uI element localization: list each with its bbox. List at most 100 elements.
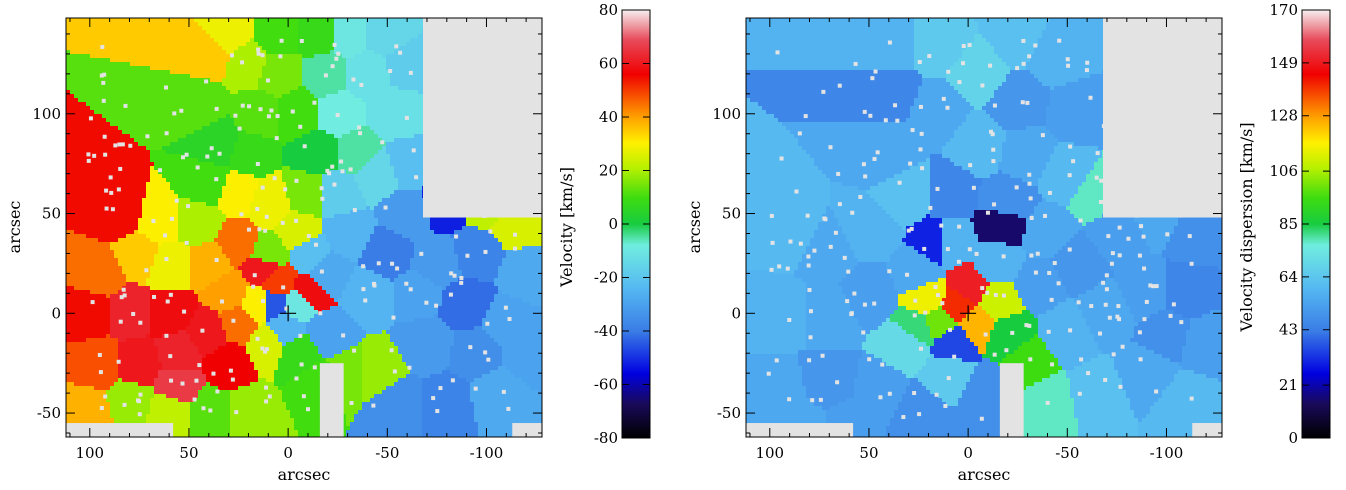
map-pixel	[74, 158, 79, 163]
map-pixel	[218, 334, 223, 339]
map-pixel	[198, 266, 203, 271]
map-pixel	[138, 246, 143, 251]
map-pixel	[238, 230, 243, 235]
map-pixel	[122, 146, 127, 151]
map-pixel	[154, 142, 159, 147]
map-pixel	[102, 286, 107, 291]
map-pixel	[142, 126, 147, 131]
map-pixel	[146, 246, 151, 251]
map-pixel	[122, 226, 127, 231]
map-pixel	[142, 114, 147, 119]
map-pixel	[214, 118, 219, 123]
map-pixel	[106, 334, 111, 339]
map-pixel	[114, 66, 119, 71]
map-pixel	[94, 358, 99, 363]
map-pixel	[238, 366, 243, 371]
map-pixel	[206, 382, 211, 387]
map-pixel	[178, 250, 183, 255]
map-pixel	[246, 110, 251, 115]
map-pixel	[242, 214, 247, 219]
map-pixel	[194, 246, 199, 251]
map-pixel	[222, 406, 227, 411]
map-pixel	[82, 246, 87, 251]
map-pixel	[250, 262, 255, 267]
map-pixel	[186, 238, 191, 243]
map-pixel	[74, 86, 79, 91]
map-pixel	[182, 174, 187, 179]
map-pixel	[242, 326, 247, 331]
map-pixel	[138, 286, 143, 291]
map-pixel	[186, 326, 191, 331]
map-pixel	[66, 50, 71, 55]
map-pixel	[202, 430, 207, 435]
map-pixel	[174, 222, 179, 227]
map-pixel	[134, 174, 139, 179]
map-pixel	[238, 82, 243, 87]
map-pixel	[214, 182, 219, 187]
map-pixel	[74, 314, 79, 319]
map-pixel	[66, 70, 71, 75]
map-pixel	[70, 90, 75, 95]
map-pixel	[110, 38, 115, 43]
map-pixel	[162, 394, 167, 399]
map-pixel	[122, 118, 127, 123]
map-pixel	[190, 350, 195, 355]
map-pixel	[206, 362, 211, 367]
map-pixel	[114, 414, 119, 419]
map-pixel	[114, 286, 119, 291]
map-pixel	[66, 174, 71, 179]
map-pixel	[106, 118, 111, 123]
map-pixel	[182, 346, 187, 351]
map-pixel	[178, 134, 183, 139]
map-pixel	[122, 174, 127, 179]
map-pixel	[118, 162, 123, 167]
map-pixel	[78, 306, 83, 311]
map-pixel	[146, 406, 151, 411]
map-pixel	[170, 158, 175, 163]
map-pixel	[134, 134, 139, 139]
map-pixel	[246, 122, 251, 127]
map-pixel	[146, 214, 151, 219]
map-pixel	[170, 34, 175, 39]
map-pixel	[94, 126, 99, 131]
map-pixel	[130, 106, 135, 111]
map-pixel	[190, 226, 195, 231]
map-pixel	[186, 190, 191, 195]
map-pixel	[178, 246, 183, 251]
map-pixel	[254, 30, 259, 35]
map-pixel	[86, 214, 91, 219]
map-pixel	[170, 254, 175, 259]
map-pixel	[214, 114, 219, 119]
map-pixel	[166, 394, 171, 399]
map-pixel	[166, 382, 171, 387]
map-pixel	[166, 414, 171, 419]
map-pixel	[98, 358, 103, 363]
map-pixel	[202, 246, 207, 251]
map-pixel	[110, 230, 115, 235]
map-pixel	[138, 418, 143, 423]
map-pixel	[230, 154, 235, 159]
map-pixel	[122, 410, 127, 415]
map-pixel	[82, 194, 87, 199]
map-pixel	[186, 158, 191, 163]
map-pixel	[154, 202, 159, 207]
map-pixel	[82, 62, 87, 67]
map-pixel	[226, 430, 231, 435]
map-pixel	[250, 150, 255, 155]
map-pixel	[74, 318, 79, 323]
map-pixel	[210, 22, 215, 27]
map-pixel	[194, 406, 199, 411]
map-pixel	[142, 182, 147, 187]
map-pixel	[162, 386, 167, 391]
map-pixel	[182, 362, 187, 367]
map-pixel	[146, 78, 151, 83]
map-pixel	[170, 106, 175, 111]
map-pixel	[126, 358, 131, 363]
map-pixel	[230, 158, 235, 163]
map-pixel	[166, 262, 171, 267]
map-pixel	[66, 82, 71, 87]
map-pixel	[186, 18, 191, 23]
map-pixel	[82, 342, 87, 347]
map-pixel	[174, 142, 179, 147]
map-pixel	[162, 282, 167, 287]
